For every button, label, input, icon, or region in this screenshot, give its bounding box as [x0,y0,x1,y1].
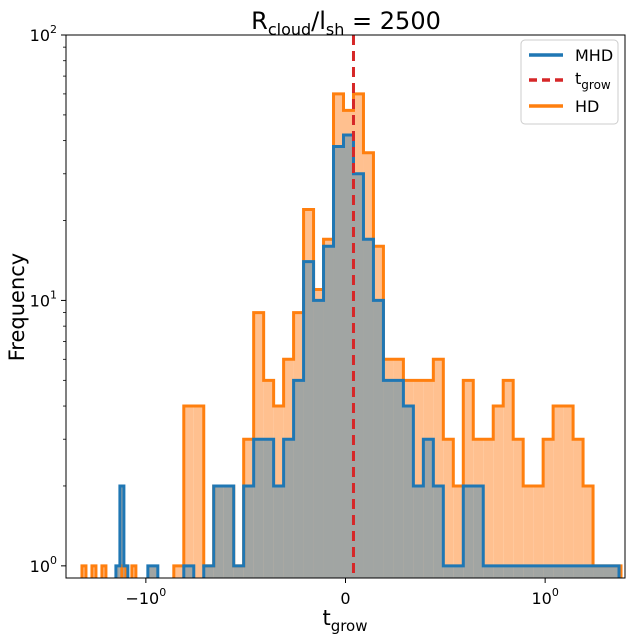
hd-bar [173,565,184,578]
histogram-fills [81,93,622,579]
mhd-bar [613,565,620,578]
mhd-bar [453,565,464,578]
mhd-bar [283,439,294,578]
y-tick-label: 101 [30,288,57,310]
hd-bar [583,485,594,578]
hd-bar [483,439,494,578]
mhd-bar [253,439,264,578]
x-axis-title: tgrow [322,606,367,635]
mhd-bar [183,565,194,578]
mhd-bar [353,173,364,578]
mhd-bar [119,485,124,578]
mhd-bar [273,485,284,578]
axis-ticks: −100 0 100 100 101 102 [30,23,559,608]
mhd-bar [393,380,404,578]
hd-bar [463,380,474,578]
legend-label-mhd: MHD [575,46,613,65]
mhd-bar [553,565,564,578]
mhd-bar [323,246,334,578]
hd-bar [573,439,584,578]
hd-bar [513,439,524,578]
mhd-bar [433,485,444,578]
hd-bar [493,406,504,578]
hd-bar [433,359,444,578]
legend-label-hd: HD [575,97,599,116]
x-tick-label: 100 [531,586,558,608]
mhd-bar [363,239,374,579]
mhd-bar [413,485,424,578]
hd-bar [81,565,86,578]
mhd-bar [213,485,224,578]
mhd-bar [203,565,214,578]
mhd-bar [303,261,314,578]
y-axis-title: Frequency [5,253,29,362]
mhd-bar [483,565,494,578]
mhd-bar [543,565,554,578]
hd-bar [533,485,544,578]
mhd-bar [583,565,594,578]
mhd-bar [263,439,274,578]
mhd-outline [114,133,621,578]
mhd-bar [373,300,384,578]
mhd-bar [343,134,354,578]
mhd-bar [293,380,304,578]
hd-bar [101,565,106,578]
mhd-bar [593,565,604,578]
mhd-bar [563,565,574,578]
mhd-bar [533,565,544,578]
x-tick-label: −100 [125,586,166,608]
x-tick-label: 0 [340,589,350,608]
hd-bar [563,406,574,578]
hd-bar [413,380,424,578]
mhd-bar [493,565,504,578]
hd-bar [91,565,96,578]
histogram-outlines [80,92,623,578]
mhd-bar [243,485,254,578]
mhd-bar [473,485,484,578]
mhd-bar [513,565,524,578]
mhd-bar [573,565,584,578]
mhd-bar [333,146,344,578]
hd-bar [131,565,136,578]
chart-title: Rcloud/lsh = 2500 [251,7,441,39]
legend-label-tgrow: tgrow [575,69,611,92]
mhd-bar [403,406,414,578]
mhd-bar [463,485,474,578]
mhd-bar [115,565,120,578]
y-tick-label: 102 [30,23,57,45]
mhd-bar [383,380,394,578]
hd-bar [543,439,554,578]
mhd-bar [223,485,234,578]
mhd-bar [443,565,454,578]
mhd-bar [603,565,614,578]
hd-bar [553,406,564,578]
hd-bar [503,380,514,578]
mhd-bar [503,565,514,578]
mhd-bar [147,565,158,578]
mhd-bar [523,565,534,578]
mhd-bar [313,300,324,578]
hd-bar [183,406,194,578]
legend: MHD tgrow HD [520,39,619,125]
y-tick-label: 100 [30,554,57,576]
hd-bar [453,485,464,578]
hd-bar [193,406,204,578]
legend-box [520,39,619,125]
mhd-bar [233,565,244,578]
hd-bar [443,439,454,578]
mhd-bar [423,439,434,578]
hd-bar [523,485,534,578]
